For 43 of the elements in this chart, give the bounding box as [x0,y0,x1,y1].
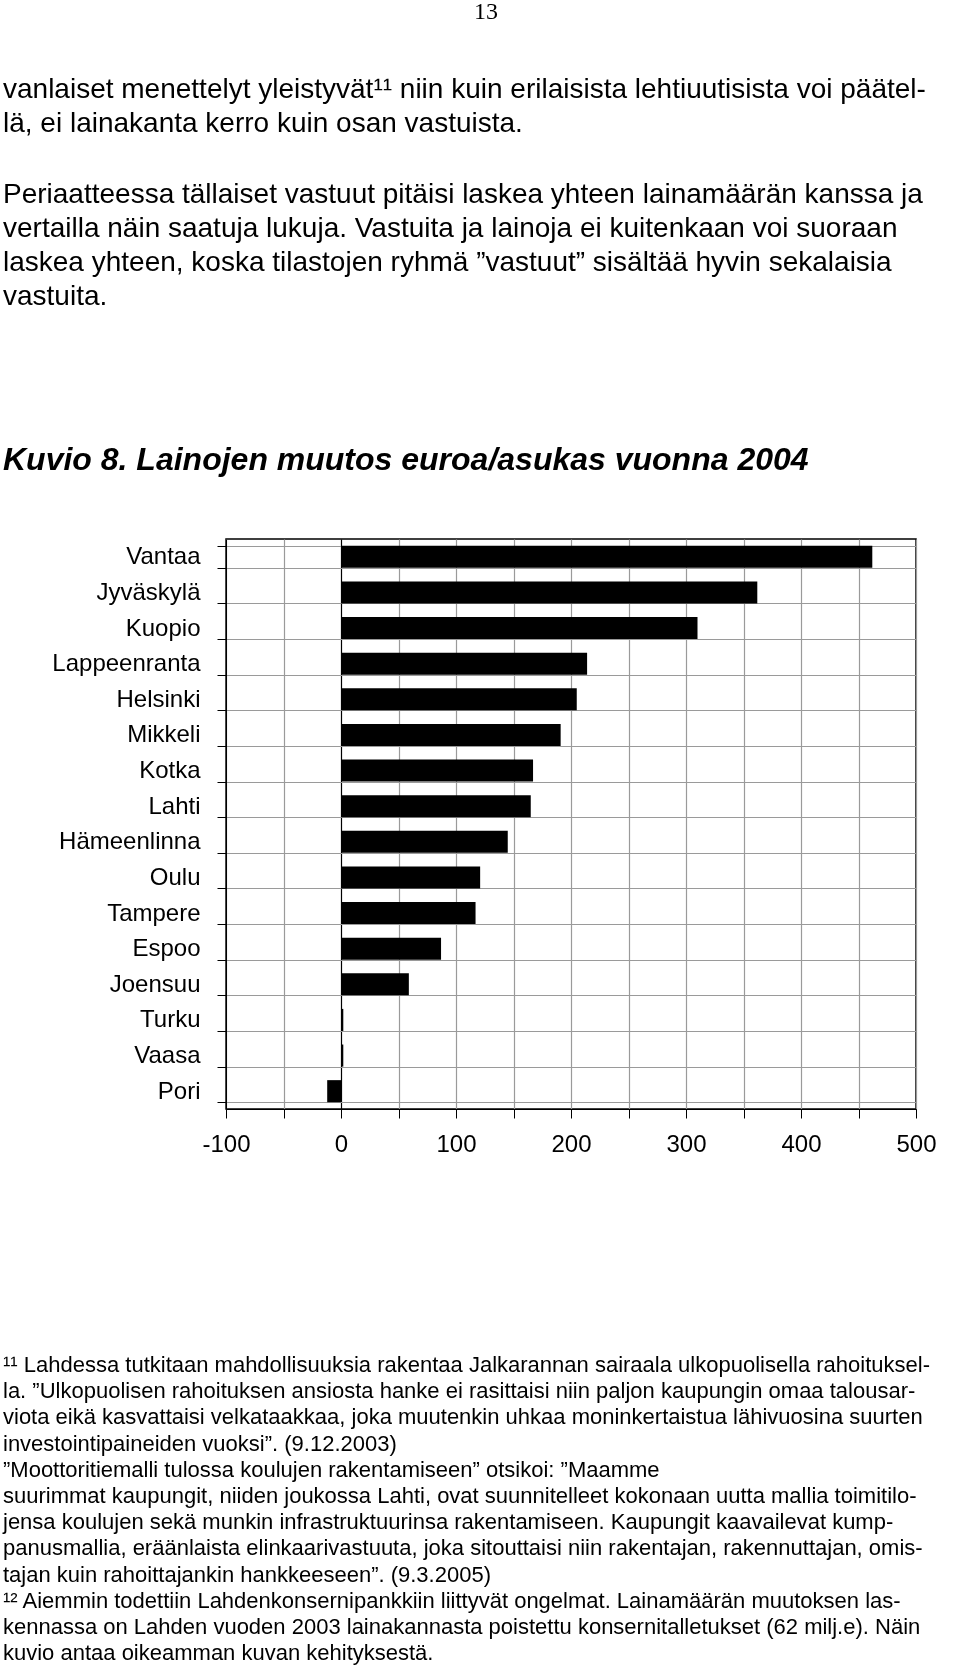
x-tick-label: 500 [896,1129,937,1157]
y-tick-label: Mikkeli [127,720,201,748]
y-tick-label: Lahti [148,791,201,819]
y-tick-label: Pori [157,1076,201,1104]
y-tick-label: Lappeenranta [52,649,202,677]
y-tick-label: Kotka [139,756,202,784]
y-tick-label: Turku [140,1005,201,1033]
text: laskea yhteen, koska tilastojen ryhmä ”vastuut” sisältää hyvin sekalaisia [3,246,893,277]
text: kuvio antaa oikeamman kuvan kehityksestä. [3,1640,434,1666]
text: viota eikä kasvattaisi velkataakkaa, joka muutenkin uhkaa moninkertaistua lähivuosina suurten [3,1404,923,1430]
y-tick-label: Vaasa [134,1041,202,1069]
y-tick-label: Vantaa [126,542,202,570]
y-tick-label: Hämeenlinna [59,827,202,855]
text: Periaatteessa tällaiset vastuut pitäisi laskea yhteen lainamäärän kanssa ja [3,178,924,209]
x-tick-label: -100 [202,1129,251,1157]
text: vanlaiset menettelyt yleistyvät¹¹ niin kuin erilaisista lehtiuutisista voi päätel- [3,73,926,104]
text: la. ”Ulkopuolisen rahoituksen ansiosta hanke ei rasittaisi niin paljon kaupungin omaa talousar- [3,1378,916,1404]
text: panusmallia, eräänlaista elinkaarivastuuta, joka sitouttaisi niin rakentajan, rakennuttajan, omis- [3,1535,923,1561]
text: vastuita. [3,280,108,311]
chart-title: Kuvio 8. Lainojen muutos euroa/asukas vuonna 2004 [3,441,809,477]
x-tick-label: 200 [551,1129,592,1157]
text: lä, ei lainakanta kerro kuin osan vastuista. [3,107,523,138]
y-tick-label: Tampere [107,898,201,926]
y-tick-label: Helsinki [116,684,201,712]
text: tajan kuin rahoittajankin hankkeeseen”. (9.3.2005) [3,1561,491,1587]
y-tick-label: Oulu [149,862,201,890]
text: investointipaineiden vuoksi”. (9.12.2003) [3,1430,397,1456]
text: suurimmat kaupungit, niiden joukossa Lahti, ovat suunnitelleet kokonaan uutta mallia toimitilo- [3,1483,917,1508]
x-tick-label: 100 [436,1129,477,1157]
y-tick-label: Joensuu [109,969,201,997]
y-tick-label: Kuopio [125,613,201,641]
x-tick-label: 400 [781,1129,822,1157]
y-tick-label: Espoo [132,934,201,962]
text: ”Moottoritiemalli tulossa koulujen rakentamiseen” otsikoi: ”Maamme [3,1456,660,1482]
text: kennassa on Lahden vuoden 2003 lainakannasta poistettu konsernitalletukset (62 milj.e). Näin [3,1614,921,1639]
text: vertailla näin saatuja lukuja. Vastuita ja lainoja ei kuitenkaan voi suoraan [3,212,898,243]
text: 13 [474,0,498,24]
text: jensa koulujen sekä munkin infrastruktuurinsa rakentamiseen. Kaupungit kaavailevat kump- [2,1509,894,1535]
y-tick-label: Jyväskylä [96,577,202,605]
text: ¹² Aiemmin todettiin Lahdenkonsernipankkiin liittyvät ongelmat. Lainamäärän muutoksen las- [3,1587,901,1613]
text: ¹¹ Lahdessa tutkitaan mahdollisuuksia rakentaa Jalkarannan sairaala ulkopuolisella rahoituksel- [3,1352,930,1377]
x-tick-label: 300 [666,1129,707,1157]
x-tick-label: 0 [334,1129,349,1157]
